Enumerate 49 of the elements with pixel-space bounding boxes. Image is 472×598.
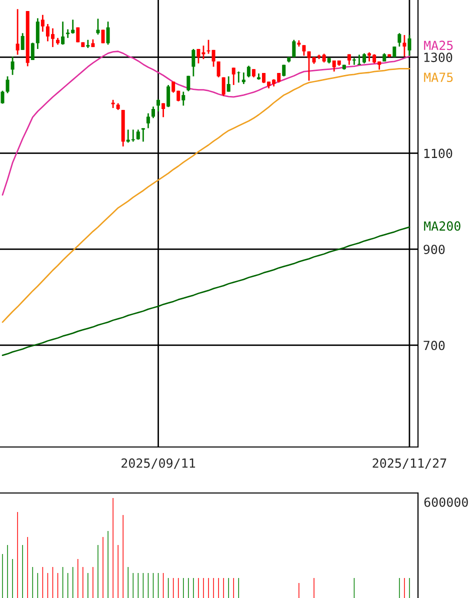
candlestick <box>186 75 190 92</box>
candlestick <box>192 48 196 78</box>
candlestick <box>10 56 14 76</box>
series-label: MA200 <box>424 221 460 231</box>
series-label: MA25 <box>424 40 453 50</box>
y-tick-label: 1300 <box>424 52 452 62</box>
candlestick <box>0 90 4 104</box>
x-tick-label: 2025/11/27 <box>372 458 446 469</box>
candlestick <box>182 91 186 106</box>
text: 600000 <box>424 497 468 507</box>
candlestick <box>232 67 236 86</box>
candlestick <box>302 44 306 56</box>
line-series <box>2 68 410 323</box>
candlestick <box>242 72 246 85</box>
candlestick <box>156 98 160 112</box>
candlestick <box>36 18 40 50</box>
candlestick <box>162 102 166 118</box>
candlestick <box>226 76 230 92</box>
candlestick <box>362 52 366 64</box>
y-tick-label: 700 <box>424 340 445 350</box>
candlestick <box>141 128 145 142</box>
candlestick <box>151 106 155 119</box>
y-tick-label: 1100 <box>424 148 452 158</box>
line-series <box>2 50 410 196</box>
line-series <box>2 226 410 356</box>
candlestick <box>30 42 34 61</box>
candlestick <box>246 65 250 78</box>
candlestick <box>402 34 406 58</box>
candlestick <box>61 20 65 46</box>
candlestick <box>408 34 412 56</box>
candlestick <box>236 70 240 84</box>
series-label: MA75 <box>424 72 453 82</box>
candlestick <box>352 57 356 66</box>
candlestick <box>166 84 170 108</box>
candlestick <box>357 54 361 66</box>
candlestick <box>146 112 150 129</box>
candlestick <box>20 32 24 51</box>
candlestick <box>292 39 296 58</box>
candlestick <box>398 32 402 48</box>
candlestick <box>136 128 140 140</box>
candlestick <box>16 8 20 56</box>
candlestick <box>6 76 10 94</box>
candlestick <box>76 26 80 43</box>
candlestick <box>106 20 110 46</box>
candlestick <box>222 76 226 97</box>
y-tick-label: 900 <box>424 244 445 254</box>
candlestick <box>40 14 44 32</box>
candlestick <box>216 60 220 78</box>
x-tick-label: 2025/09/11 <box>122 458 196 469</box>
